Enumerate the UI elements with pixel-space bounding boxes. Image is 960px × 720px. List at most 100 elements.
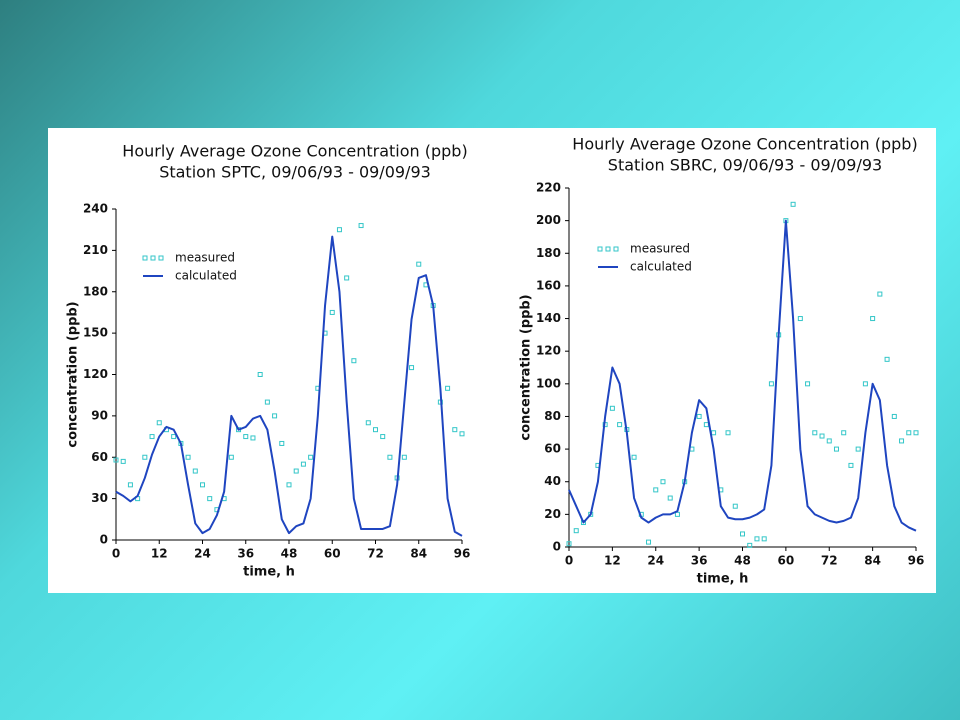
x-tick-label: 24	[647, 554, 664, 568]
y-tick-label: 20	[544, 507, 561, 521]
x-tick-label: 48	[734, 554, 751, 568]
x-tick-label: 96	[908, 554, 925, 568]
panel	[48, 128, 936, 593]
x-tick-label: 72	[367, 547, 384, 561]
measured-point	[573, 528, 579, 534]
x-tick-label: 48	[281, 547, 298, 561]
measured-point	[566, 541, 572, 547]
x-tick-label: 36	[237, 547, 254, 561]
measured-point	[797, 316, 803, 322]
measured-point	[286, 482, 292, 488]
measured-point	[373, 427, 378, 433]
measured-point	[805, 381, 811, 387]
measured-point	[696, 413, 702, 419]
measured-point	[646, 539, 652, 545]
y-tick-label: 240	[83, 202, 108, 216]
measured-point	[913, 430, 919, 436]
measured-point	[308, 454, 314, 460]
measured-point	[660, 479, 666, 485]
y-tick-label: 0	[553, 540, 561, 554]
measured-point	[862, 381, 868, 387]
measured-point	[870, 316, 876, 322]
y-tick-label: 60	[544, 442, 561, 456]
measured-point	[120, 458, 126, 464]
measured-point	[336, 227, 342, 233]
measured-point	[387, 454, 393, 460]
y-axis-label: concentration (ppb)	[66, 301, 81, 447]
measured-point	[264, 399, 270, 405]
y-tick-label: 140	[536, 311, 561, 325]
chart-subtitle: Station SBRC, 09/06/93 - 09/09/93	[608, 156, 882, 175]
x-tick-label: 24	[194, 547, 211, 561]
measured-point	[156, 420, 162, 426]
y-tick-label: 30	[91, 491, 108, 505]
measured-point	[279, 440, 285, 446]
measured-point	[409, 365, 415, 371]
legend-label: measured	[630, 242, 690, 256]
measured-point	[452, 427, 458, 433]
measured-point	[228, 454, 234, 460]
measured-point	[142, 454, 148, 460]
chart-subtitle: Station SPTC, 09/06/93 - 09/09/93	[159, 163, 431, 182]
measured-point	[631, 454, 637, 460]
measured-point	[257, 372, 263, 377]
measured-point	[127, 482, 133, 488]
measured-point	[833, 446, 839, 452]
chart-title: Hourly Average Ozone Concentration (ppb)	[122, 142, 467, 161]
x-tick-label: 96	[454, 547, 471, 561]
legend-marker	[150, 255, 156, 261]
legend-marker	[613, 246, 619, 252]
measured-point	[754, 536, 760, 542]
y-tick-label: 120	[83, 367, 108, 381]
measured-point	[841, 430, 847, 436]
measured-point	[329, 309, 335, 315]
measured-point	[243, 434, 249, 440]
x-axis-label: time, h	[697, 572, 749, 587]
measured-point	[300, 461, 306, 467]
legend-label: measured	[175, 251, 235, 265]
measured-point	[819, 433, 825, 439]
y-tick-label: 90	[91, 408, 108, 422]
measured-point	[855, 446, 861, 452]
legend-marker	[158, 255, 164, 261]
measured-point	[609, 405, 615, 411]
measured-point	[653, 487, 659, 493]
measured-point	[906, 430, 912, 436]
measured-point	[826, 438, 832, 444]
calculated-line	[568, 219, 917, 532]
measured-point	[358, 223, 364, 229]
legend-label: calculated	[630, 260, 692, 274]
calculated-line	[115, 235, 463, 537]
measured-point	[149, 434, 155, 440]
measured-point	[667, 495, 673, 501]
measured-point	[192, 468, 198, 474]
legend-marker	[605, 246, 611, 252]
measured-point	[747, 542, 753, 548]
y-tick-label: 0	[100, 533, 108, 547]
x-tick-label: 36	[691, 554, 708, 568]
measured-point	[848, 462, 854, 468]
measured-point	[674, 511, 680, 517]
measured-point	[732, 503, 738, 509]
legend-marker	[597, 246, 603, 252]
y-tick-label: 160	[536, 278, 561, 292]
measured-point	[351, 358, 357, 364]
measured-point	[293, 468, 299, 474]
x-tick-label: 60	[324, 547, 341, 561]
x-tick-label: 84	[410, 547, 427, 561]
y-tick-label: 180	[536, 246, 561, 260]
measured-point	[113, 457, 119, 463]
x-tick-label: 0	[565, 554, 573, 568]
measured-point	[171, 434, 177, 440]
measured-point	[380, 434, 386, 440]
legend-marker	[142, 255, 148, 261]
x-tick-label: 72	[821, 554, 838, 568]
y-tick-label: 40	[544, 474, 561, 488]
measured-point	[207, 496, 213, 502]
y-tick-label: 210	[83, 243, 108, 257]
y-tick-label: 150	[83, 326, 108, 340]
x-tick-label: 12	[604, 554, 621, 568]
measured-point	[344, 275, 350, 281]
measured-point	[200, 482, 205, 488]
measured-point	[790, 201, 796, 207]
